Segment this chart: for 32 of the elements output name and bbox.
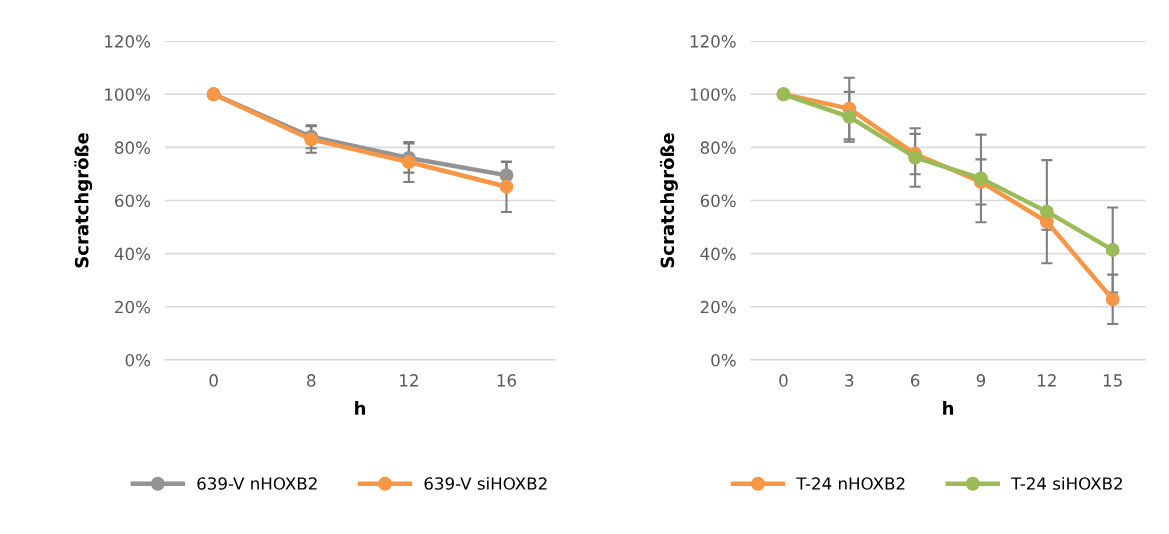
y-tick-label: 120% <box>690 35 736 48</box>
x-tick-label: 0 <box>779 374 788 387</box>
y-tick-label: 80% <box>700 141 736 154</box>
x-tick-label: 3 <box>845 374 854 387</box>
y-tick-label: 80% <box>115 141 151 154</box>
y-tick-label: 20% <box>700 300 736 314</box>
x-tick-label: 15 <box>1103 374 1122 387</box>
x-tick-label: 6 <box>910 374 920 387</box>
y-tick-label: 100% <box>690 88 736 101</box>
y-tick-label: 100% <box>105 88 151 101</box>
y-tick-label: 60% <box>700 194 736 208</box>
x-tick-label: 12 <box>1038 374 1056 387</box>
x-tick-label: 12 <box>400 374 418 387</box>
y-tick-label: 120% <box>105 35 151 48</box>
y-tick-label: 20% <box>115 300 151 314</box>
x-tick-label: 16 <box>497 374 517 387</box>
y-tick-label: 40% <box>114 247 151 261</box>
x-axis-title: h <box>355 401 366 415</box>
y-tick-label: 40% <box>700 247 736 261</box>
legend-label: T-24 siHOXB2 <box>1011 476 1122 490</box>
x-tick-label: 8 <box>307 374 316 387</box>
legend-label: 639-V nHOXB2 <box>197 477 317 490</box>
y-tick-label: 0% <box>125 353 151 367</box>
y-tick-label: 60% <box>115 194 151 208</box>
y-axis-title: Scratchgröße <box>74 133 93 268</box>
legend-label: T-24 nHOXB2 <box>796 477 905 490</box>
x-tick-label: 0 <box>209 374 218 387</box>
x-axis-title: h <box>943 401 954 415</box>
y-axis-title: Scratchgröße <box>659 133 678 268</box>
x-tick-label: 9 <box>976 374 986 387</box>
y-tick-label: 0% <box>711 353 736 367</box>
legend-label: 639-V siHOXB2 <box>424 476 547 490</box>
